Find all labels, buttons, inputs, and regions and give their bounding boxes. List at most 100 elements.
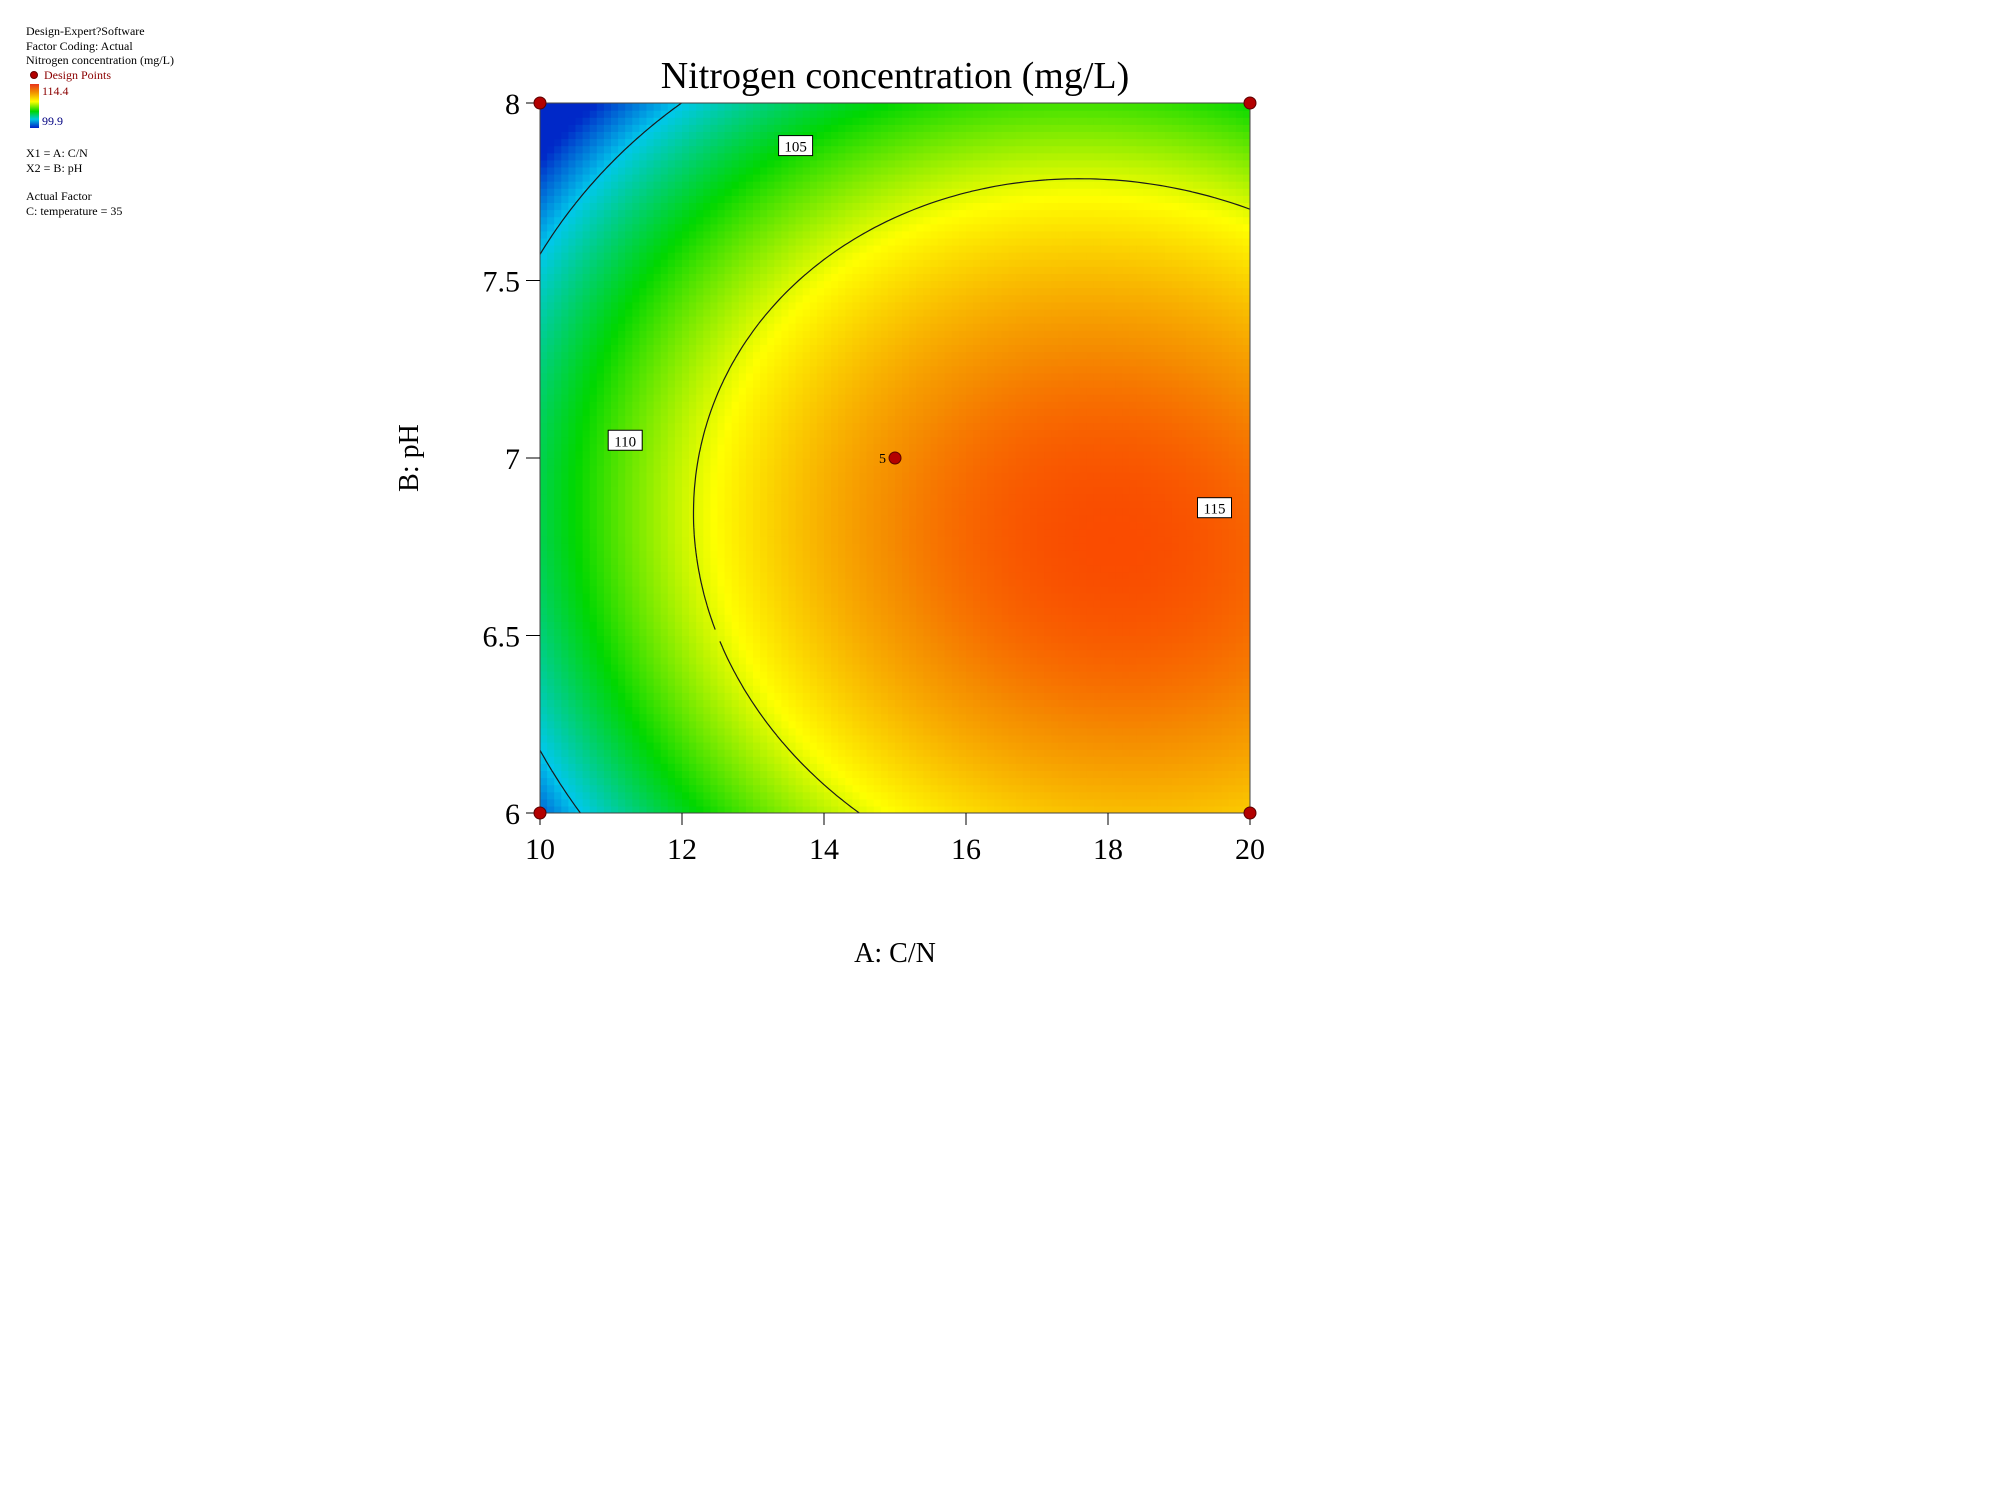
heatmap-cell — [760, 529, 768, 537]
heatmap-cell — [582, 401, 591, 409]
heatmap-cell — [824, 756, 832, 764]
heatmap-cell — [547, 110, 555, 118]
heatmap-cell — [646, 216, 655, 225]
heatmap-cell — [582, 600, 591, 608]
heatmap-cell — [540, 316, 548, 324]
heatmap-cell — [660, 784, 669, 793]
heatmap-cell — [781, 713, 790, 722]
heatmap-cell — [547, 181, 555, 189]
heatmap-cell — [760, 756, 768, 764]
heatmap-cell — [689, 678, 697, 686]
heatmap-cell — [824, 571, 832, 580]
heatmap-cell — [660, 145, 669, 154]
heatmap-cell — [689, 301, 697, 310]
heatmap-cell — [887, 656, 896, 665]
heatmap-cell — [838, 798, 846, 807]
heatmap-cell — [866, 784, 875, 793]
heatmap-cell — [873, 465, 882, 473]
heatmap-cell — [852, 685, 861, 693]
heatmap-cell — [582, 614, 591, 622]
heatmap-cell — [561, 301, 569, 310]
heatmap-cell — [873, 742, 882, 750]
heatmap-cell — [603, 628, 612, 637]
heatmap-cell — [682, 103, 690, 111]
heatmap-cell — [639, 280, 648, 289]
heatmap-cell — [845, 450, 853, 459]
heatmap-cell — [568, 259, 577, 267]
heatmap-cell — [809, 798, 818, 807]
heatmap-cell — [703, 791, 711, 800]
heatmap-cell — [731, 699, 740, 708]
heatmap-cell — [646, 408, 655, 416]
heatmap-cell — [745, 266, 754, 274]
heatmap-cell — [824, 742, 832, 750]
heatmap-cell — [781, 500, 790, 509]
heatmap-cell — [781, 564, 790, 573]
heatmap-cell — [703, 124, 711, 132]
heatmap-cell — [682, 308, 690, 317]
heatmap-cell — [731, 117, 740, 125]
heatmap-cell — [866, 387, 875, 395]
heatmap-cell — [682, 358, 690, 367]
heatmap-cell — [816, 294, 825, 303]
heatmap-cell — [738, 777, 747, 786]
heatmap-cell — [845, 493, 853, 502]
heatmap-cell — [575, 600, 584, 608]
heatmap-cell — [873, 550, 882, 558]
heatmap-cell — [667, 671, 676, 679]
heatmap-cell — [660, 727, 669, 736]
heatmap-cell — [781, 152, 790, 161]
heatmap-cell — [866, 408, 875, 416]
heatmap-cell — [589, 514, 598, 523]
heatmap-cell — [802, 742, 811, 750]
heatmap-cell — [582, 699, 591, 708]
heatmap-cell — [767, 514, 775, 523]
heatmap-cell — [703, 585, 711, 594]
heatmap-cell — [831, 387, 839, 395]
heatmap-cell — [561, 287, 569, 296]
heatmap-cell — [788, 188, 797, 196]
heatmap-cell — [653, 202, 662, 211]
heatmap-cell — [760, 365, 768, 374]
heatmap-cell — [596, 649, 605, 658]
heatmap-cell — [554, 479, 562, 487]
heatmap-cell — [753, 110, 761, 118]
heatmap-cell — [603, 798, 612, 807]
heatmap-cell — [547, 351, 555, 360]
heatmap-cell — [689, 145, 697, 154]
heatmap-cell — [831, 301, 839, 310]
heatmap-cell — [717, 344, 726, 353]
heatmap-cell — [547, 372, 555, 381]
heatmap-cell — [838, 181, 846, 189]
heatmap-cell — [646, 592, 655, 601]
heatmap-cell — [625, 706, 633, 715]
heatmap-cell — [710, 117, 719, 125]
heatmap-cell — [880, 216, 889, 225]
heatmap-cell — [717, 500, 726, 509]
heatmap-cell — [611, 692, 619, 700]
heatmap-cell — [639, 124, 648, 132]
heatmap-cell — [561, 408, 569, 416]
heatmap-cell — [632, 124, 640, 132]
heatmap-cell — [582, 351, 591, 360]
heatmap-cell — [816, 663, 825, 672]
heatmap-cell — [845, 536, 853, 544]
heatmap-cell — [554, 216, 562, 225]
heatmap-cell — [795, 557, 804, 566]
heatmap-cell — [632, 798, 640, 807]
heatmap-cell — [852, 458, 861, 466]
heatmap-cell — [781, 216, 790, 225]
heatmap-cell — [731, 379, 740, 388]
heatmap-cell — [845, 763, 853, 771]
heatmap-cell — [731, 784, 740, 793]
heatmap-cell — [710, 351, 719, 360]
heatmap-cell — [831, 436, 839, 445]
heatmap-cell — [852, 642, 861, 651]
heatmap-cell — [767, 578, 775, 587]
heatmap-cell — [582, 387, 591, 395]
heatmap-cell — [767, 720, 775, 729]
heatmap-cell — [611, 365, 619, 374]
heatmap-cell — [753, 216, 761, 225]
heatmap-cell — [717, 330, 726, 338]
heatmap-cell — [745, 245, 754, 253]
